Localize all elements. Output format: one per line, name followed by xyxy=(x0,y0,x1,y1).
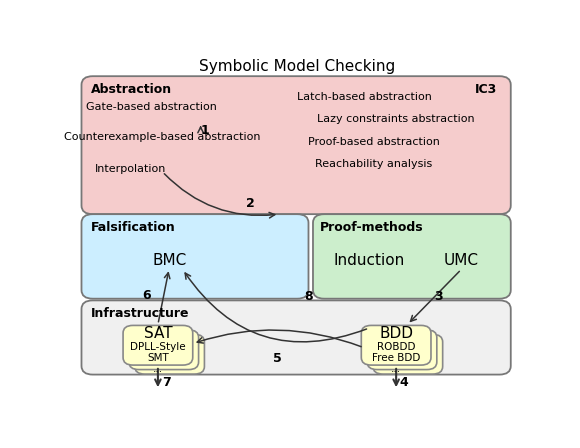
Text: 2: 2 xyxy=(246,197,255,210)
FancyBboxPatch shape xyxy=(373,334,443,374)
Text: Proof-methods: Proof-methods xyxy=(320,221,423,234)
Text: Proof-based abstraction: Proof-based abstraction xyxy=(308,137,440,147)
Text: Induction: Induction xyxy=(334,253,405,268)
Text: Abstraction: Abstraction xyxy=(90,83,172,96)
FancyBboxPatch shape xyxy=(129,330,198,370)
FancyBboxPatch shape xyxy=(81,214,309,299)
Text: 4: 4 xyxy=(400,376,408,389)
FancyBboxPatch shape xyxy=(135,334,204,374)
Text: ...: ... xyxy=(391,364,401,374)
FancyBboxPatch shape xyxy=(367,330,437,370)
Text: ...: ... xyxy=(153,364,163,374)
Text: 3: 3 xyxy=(434,290,443,303)
Text: IC3: IC3 xyxy=(475,83,497,96)
Text: Free BDD: Free BDD xyxy=(372,353,420,363)
Text: 1: 1 xyxy=(201,124,209,137)
FancyBboxPatch shape xyxy=(313,214,511,299)
Text: 8: 8 xyxy=(304,290,313,303)
FancyBboxPatch shape xyxy=(361,325,431,365)
Text: SMT: SMT xyxy=(147,353,169,363)
FancyBboxPatch shape xyxy=(81,301,511,375)
Text: 5: 5 xyxy=(273,352,281,365)
Text: DPLL-Style: DPLL-Style xyxy=(130,342,186,352)
FancyBboxPatch shape xyxy=(81,76,511,214)
Text: ROBDD: ROBDD xyxy=(377,342,415,352)
Text: Latch-based abstraction: Latch-based abstraction xyxy=(297,92,432,102)
Text: SAT: SAT xyxy=(144,326,172,341)
Text: Counterexample-based abstraction: Counterexample-based abstraction xyxy=(64,132,260,142)
Text: Symbolic Model Checking: Symbolic Model Checking xyxy=(199,59,396,74)
Text: Reachability analysis: Reachability analysis xyxy=(315,159,432,169)
Text: 7: 7 xyxy=(162,376,171,389)
FancyBboxPatch shape xyxy=(123,325,193,365)
Text: Lazy constraints abstraction: Lazy constraints abstraction xyxy=(317,114,475,124)
Text: Infrastructure: Infrastructure xyxy=(90,307,189,320)
Text: Falsification: Falsification xyxy=(90,221,175,234)
Text: Gate-based abstraction: Gate-based abstraction xyxy=(86,102,216,112)
Text: UMC: UMC xyxy=(444,253,479,268)
Text: 6: 6 xyxy=(142,289,151,302)
Text: BMC: BMC xyxy=(152,253,186,268)
Text: BDD: BDD xyxy=(379,326,413,341)
Text: Interpolation: Interpolation xyxy=(95,164,166,174)
